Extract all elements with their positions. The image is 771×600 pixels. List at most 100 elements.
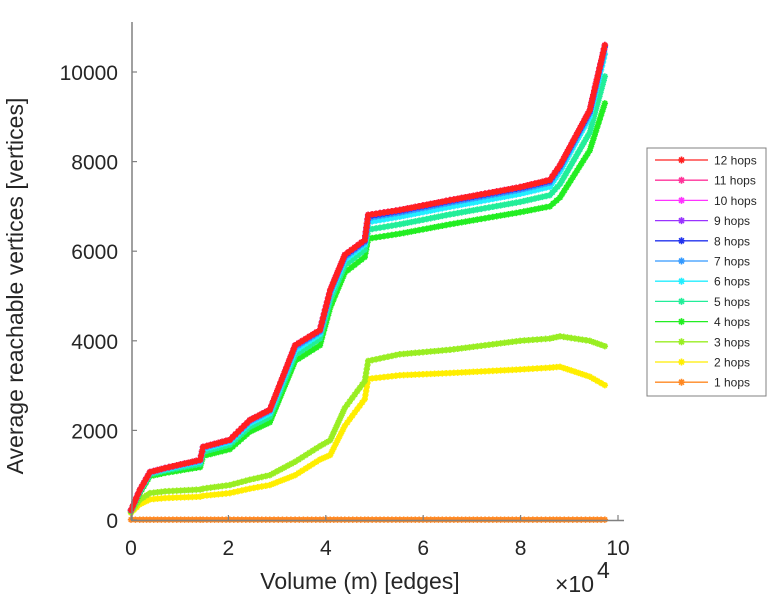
data-point [563,184,570,191]
data-point [328,448,336,455]
data-point [356,402,363,409]
data-point [493,213,500,220]
data-point [351,391,358,398]
data-point [678,277,685,285]
data-point [489,203,497,210]
data-point [173,516,180,523]
data-point [466,200,473,207]
data-point [594,101,601,108]
data-point [598,57,605,64]
data-point [678,297,685,305]
data-point [372,516,380,523]
data-point [359,399,366,406]
data-point [253,413,260,420]
data-point [232,441,239,448]
data-point [408,211,415,218]
data-point [306,449,313,456]
data-point [238,436,245,443]
x-tick-label: 6 [417,537,429,560]
data-point [364,361,371,369]
data-point [361,395,368,403]
data-point [313,445,320,452]
data-point [177,487,184,494]
data-point [600,45,608,53]
data-point [279,516,286,523]
data-point [582,337,590,344]
data-point [598,85,605,92]
data-point [513,191,520,198]
data-point [304,516,311,523]
data-point [470,192,477,199]
data-point [435,223,442,230]
data-point [185,516,192,523]
data-point [442,370,450,377]
data-point [446,211,454,218]
data-point [344,249,352,256]
data-point [538,516,545,523]
data-point [275,383,282,391]
data-point [332,272,340,280]
plot-area [127,41,609,523]
data-point [263,415,270,422]
data-point [542,516,549,523]
data-point [550,334,557,342]
data-point [306,348,313,356]
data-point [493,340,500,347]
data-point [564,366,571,373]
data-point [136,516,143,523]
data-point [678,176,685,184]
data-point [415,202,423,210]
data-point [485,204,493,211]
data-point [505,200,512,208]
data-point [501,186,508,194]
data-point [678,358,685,366]
data-point [531,206,539,213]
data-point [333,288,340,296]
data-point [154,495,161,502]
data-point [509,516,516,523]
data-point [309,346,317,353]
data-point [450,220,458,227]
data-point [319,314,327,322]
data-point [589,95,596,102]
data-point [362,387,370,395]
data-point [600,104,607,111]
data-point [566,144,573,152]
data-point [142,476,150,483]
data-point [326,437,334,444]
data-point [313,329,320,336]
data-point [295,469,302,477]
data-point [211,440,218,448]
data-point [230,489,238,496]
data-point [412,218,419,225]
data-point [313,337,320,345]
data-point [591,83,599,91]
data-point [337,262,344,269]
data-point [533,336,541,343]
data-point [404,371,411,379]
data-point [288,349,296,357]
data-point [470,343,477,350]
data-point [458,219,465,226]
data-point [351,244,358,251]
data-point [246,476,254,483]
data-point [306,463,313,470]
data-point [458,516,465,523]
data-point [458,345,465,352]
data-point [197,452,205,459]
data-point [173,494,180,501]
data-point [277,466,284,473]
data-point [501,201,508,208]
data-point [590,338,597,346]
data-point [372,356,380,363]
data-point [372,217,380,224]
legend-box [646,147,767,397]
data-point [380,232,388,240]
data-point [219,438,226,446]
y-tick-label: 0 [106,510,118,533]
data-point [597,111,605,119]
data-point [193,486,200,493]
data-point [302,344,309,352]
data-point [560,364,567,372]
data-point [580,139,588,146]
